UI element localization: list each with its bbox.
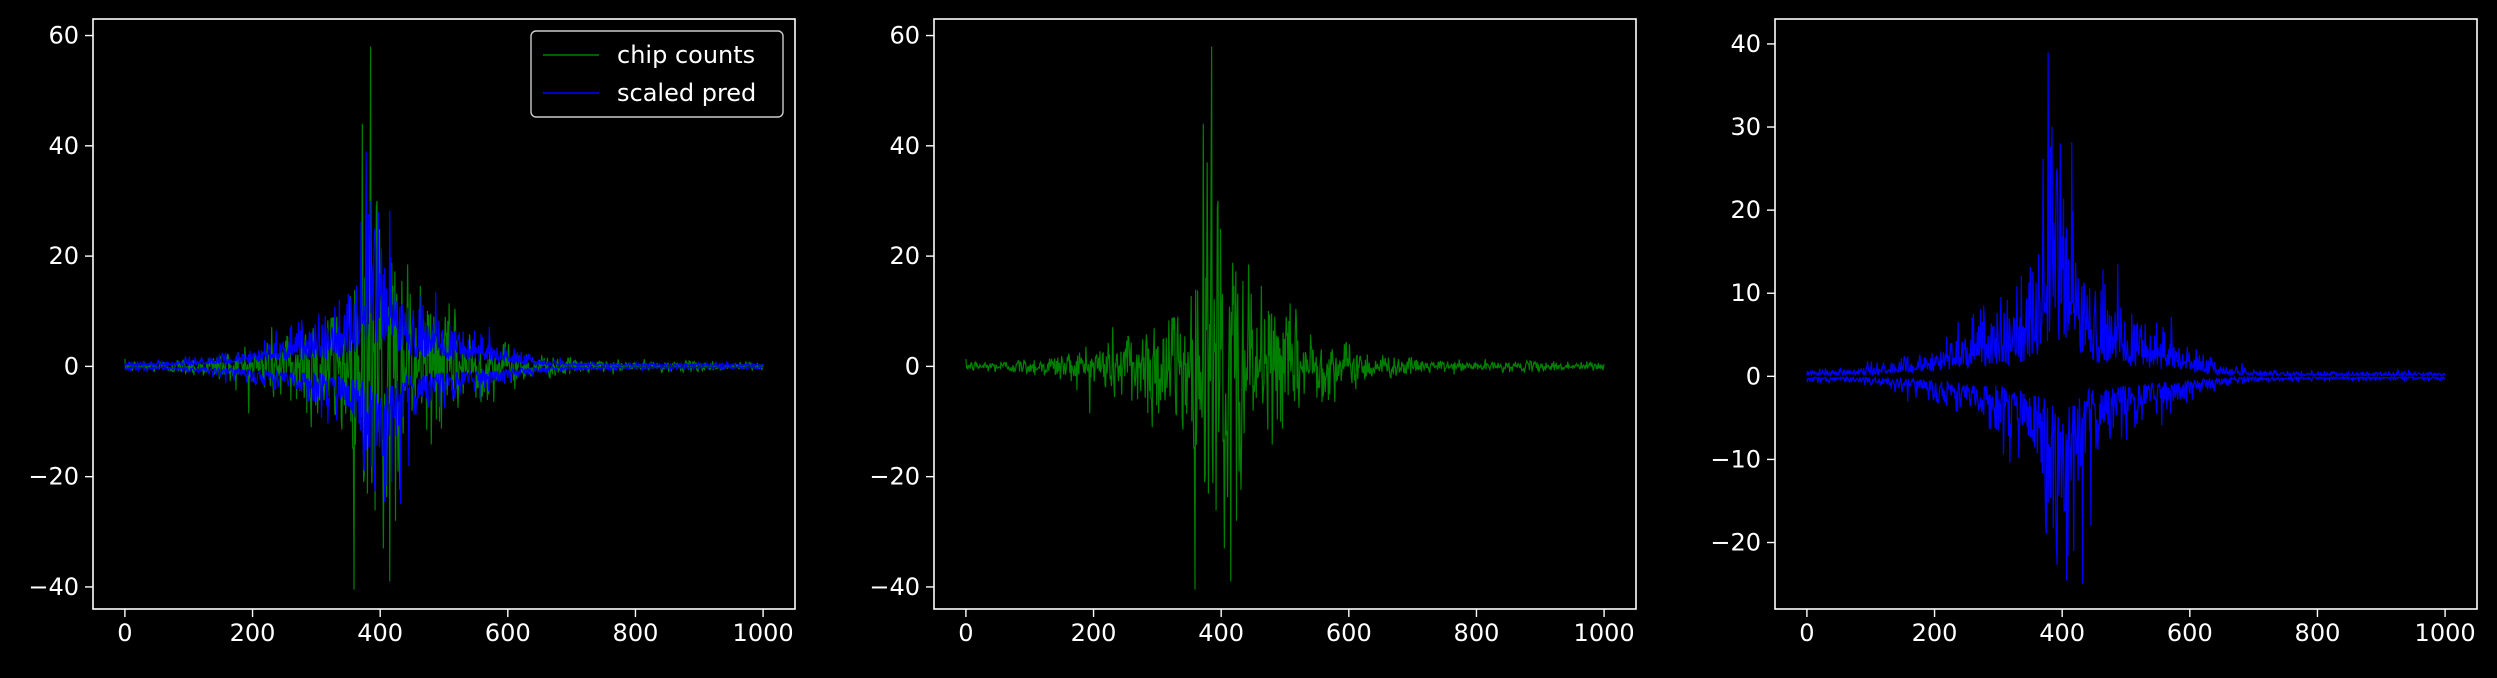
- y-tick-label: 30: [1730, 113, 1761, 141]
- y-tick-label: −20: [1710, 529, 1761, 557]
- y-tick-label: 20: [1730, 196, 1761, 224]
- x-tick-label: 0: [958, 619, 973, 647]
- y-tick-label: 20: [889, 242, 920, 270]
- x-tick-label: 800: [2295, 619, 2341, 647]
- x-tick-label: 1000: [2415, 619, 2476, 647]
- y-tick-label: −40: [869, 573, 920, 601]
- x-tick-label: 400: [1198, 619, 1244, 647]
- y-tick-label: 0: [905, 352, 920, 380]
- x-tick-label: 600: [485, 619, 531, 647]
- legend: chip counts scaled pred: [531, 31, 783, 117]
- y-tick-label: 10: [1730, 279, 1761, 307]
- y-tick-label: 40: [1730, 30, 1761, 58]
- y-tick-label: 40: [48, 132, 79, 160]
- legend-label: scaled pred: [617, 79, 756, 107]
- x-tick-label: 800: [613, 619, 659, 647]
- y-tick-label: 0: [1746, 362, 1761, 390]
- y-tick-label: 60: [889, 22, 920, 50]
- x-tick-label: 600: [2167, 619, 2213, 647]
- x-tick-label: 800: [1454, 619, 1500, 647]
- x-tick-label: 600: [1326, 619, 1372, 647]
- x-tick-label: 400: [357, 619, 403, 647]
- y-tick-label: 60: [48, 22, 79, 50]
- y-tick-label: −20: [28, 463, 79, 491]
- x-tick-label: 0: [1799, 619, 1814, 647]
- x-tick-label: 400: [2039, 619, 2085, 647]
- legend-label: chip counts: [617, 41, 755, 69]
- x-tick-label: 1000: [1574, 619, 1635, 647]
- x-tick-label: 200: [1912, 619, 1958, 647]
- y-tick-label: −20: [869, 463, 920, 491]
- x-tick-label: 200: [230, 619, 276, 647]
- y-tick-label: −10: [1710, 445, 1761, 473]
- x-tick-label: 1000: [733, 619, 794, 647]
- y-tick-label: −40: [28, 573, 79, 601]
- x-tick-label: 200: [1071, 619, 1117, 647]
- x-tick-label: 0: [117, 619, 132, 647]
- y-tick-label: 20: [48, 242, 79, 270]
- y-tick-label: 0: [64, 352, 79, 380]
- y-tick-label: 40: [889, 132, 920, 160]
